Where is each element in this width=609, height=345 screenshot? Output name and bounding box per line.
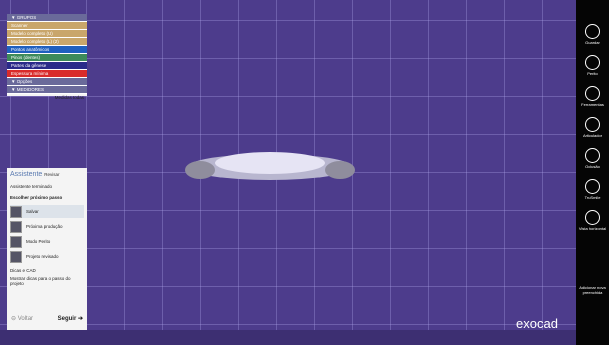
tool-button[interactable]: Guardar [576, 24, 609, 45]
tool-icon [585, 179, 600, 194]
tool-label: Guardar [576, 40, 609, 45]
status: Assistente terminado [7, 181, 87, 192]
tool-button[interactable]: Oclusão [576, 148, 609, 169]
choice[interactable]: Modo Perito [10, 235, 84, 248]
tool-icon [585, 210, 600, 225]
checkbox[interactable]: Mostrar dicas para o passo do projeto [7, 276, 87, 286]
add-button[interactable]: Adicionar nova preenchida [576, 285, 609, 295]
group-item[interactable]: Scanner [7, 22, 87, 30]
next-label: Seguir [58, 316, 77, 322]
panel-header: ▼ GRUPOS [7, 14, 87, 22]
tool-label: Articulador [576, 133, 609, 138]
choice[interactable]: Projeto revisado [10, 250, 84, 263]
jaw-model [325, 161, 355, 179]
group-item[interactable]: Modelo completo (U) [7, 30, 87, 38]
tool-label: Perito [576, 71, 609, 76]
jaw-model [185, 161, 215, 179]
options-header[interactable]: ▼ Opções [7, 78, 87, 86]
tool-label: TruSmile [576, 195, 609, 200]
group-item[interactable]: Pinos (dentes) [7, 54, 87, 62]
choice[interactable]: Salvar [10, 205, 84, 218]
choice-label: Modo Perito [26, 239, 50, 244]
choice-icon [10, 206, 22, 218]
choice-label: Projeto revisado [26, 254, 59, 259]
ruler [0, 330, 576, 345]
tool-label: Ferramentas [576, 102, 609, 107]
choice[interactable]: Próxima produção [10, 220, 84, 233]
tool-button[interactable]: Articulador [576, 117, 609, 138]
screen: ▼ GRUPOS ScannerModelo completo (U)Model… [0, 0, 609, 345]
choice-icon [10, 251, 22, 263]
choice-label: Salvar [26, 209, 39, 214]
tool-button[interactable]: TruSmile [576, 179, 609, 200]
group-item[interactable]: Modelo completo (L) (2) [7, 38, 87, 46]
jaw-model [215, 152, 325, 174]
choice-label: Próxima produção [26, 224, 63, 229]
assistant-title: Assistente [10, 171, 42, 178]
measure-button[interactable]: Medidas todas [7, 94, 87, 101]
assistant-panel: Assistente Revisar Assistente terminado … [7, 168, 87, 330]
tool-button[interactable]: Vista horizontal [576, 210, 609, 231]
next-button[interactable]: Seguir ➔ [58, 315, 83, 322]
choice-icon [10, 221, 22, 233]
group-item[interactable]: Pontos anatômicos [7, 46, 87, 54]
tool-button[interactable]: Ferramentas [576, 86, 609, 107]
tab[interactable]: Revisar [44, 172, 59, 177]
measure-header[interactable]: ▼ MEDIDORES [7, 86, 87, 94]
choice-icon [10, 236, 22, 248]
group-item[interactable]: Espessura mínima [7, 70, 87, 78]
tool-icon [585, 55, 600, 70]
back-button[interactable]: ⊖ Voltar [11, 315, 33, 322]
tool-button[interactable]: Perito [576, 55, 609, 76]
prompt: Escolher próximo passo [7, 192, 87, 203]
logo: exocad [516, 316, 558, 331]
tool-icon [585, 117, 600, 132]
tool-icon [585, 24, 600, 39]
tool-label: Oclusão [576, 164, 609, 169]
back-label: Voltar [18, 316, 33, 322]
toolbar: Guardar Perito Ferramentas Articulador Oclus… [576, 0, 609, 345]
group-item[interactable]: Partes da gênese [7, 62, 87, 70]
tool-label: Vista horizontal [576, 226, 609, 231]
tool-icon [585, 148, 600, 163]
tool-icon [585, 86, 600, 101]
hint: Dicas e CAD [7, 265, 87, 276]
